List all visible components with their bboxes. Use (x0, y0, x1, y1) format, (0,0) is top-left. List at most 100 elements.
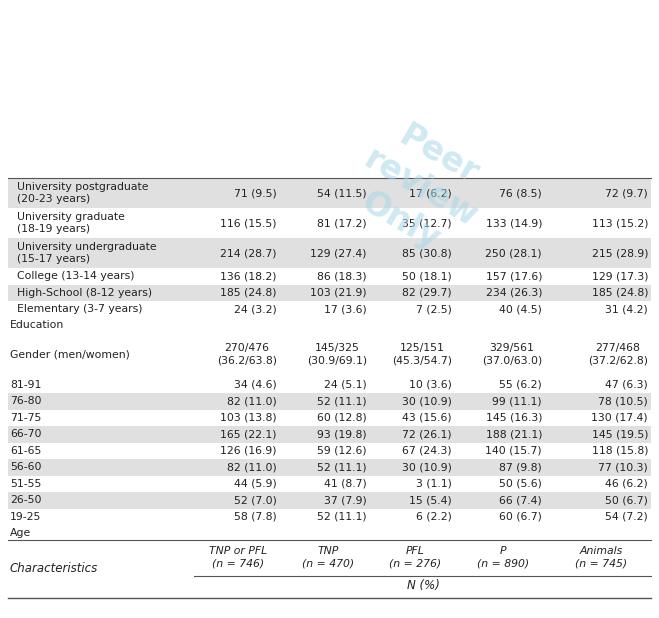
Text: 145 (16.3): 145 (16.3) (486, 413, 542, 423)
Bar (8, 376, 651, 393)
Text: 19-25: 19-25 (10, 512, 42, 522)
Text: 77 (10.3): 77 (10.3) (598, 462, 648, 472)
Text: 215 (28.9): 215 (28.9) (592, 248, 648, 258)
Text: 81-91: 81-91 (10, 379, 42, 390)
Text: 118 (15.8): 118 (15.8) (592, 446, 648, 455)
Text: 165 (22.1): 165 (22.1) (221, 430, 277, 439)
Text: 17 (6.2): 17 (6.2) (409, 188, 452, 198)
Text: Education: Education (10, 320, 64, 330)
Bar (8, 284, 651, 301)
Text: 15 (5.4): 15 (5.4) (409, 495, 452, 506)
Text: TNP
(n = 470): TNP (n = 470) (302, 546, 354, 569)
Text: 93 (19.8): 93 (19.8) (318, 430, 367, 439)
Text: 157 (17.6): 157 (17.6) (486, 271, 542, 281)
Text: P
(n = 890): P (n = 890) (477, 546, 529, 569)
Bar (8, 525, 651, 540)
Text: 136 (18.2): 136 (18.2) (221, 271, 277, 281)
Text: 50 (6.7): 50 (6.7) (605, 495, 648, 506)
Text: 72 (9.7): 72 (9.7) (605, 188, 648, 198)
Text: Characteristics: Characteristics (10, 562, 98, 575)
Text: 52 (7.0): 52 (7.0) (234, 495, 277, 506)
Text: 44 (5.9): 44 (5.9) (234, 479, 277, 489)
Bar (8, 208, 651, 238)
Text: 60 (6.7): 60 (6.7) (499, 512, 542, 522)
Text: 270/476
(36.2/63.8): 270/476 (36.2/63.8) (217, 344, 277, 366)
Bar (8, 178, 651, 208)
Text: 41 (8.7): 41 (8.7) (324, 479, 367, 489)
Text: University postgraduate
  (20-23 years): University postgraduate (20-23 years) (10, 182, 148, 204)
Text: 26-50: 26-50 (10, 495, 42, 506)
Text: 40 (4.5): 40 (4.5) (499, 304, 542, 314)
Text: 185 (24.8): 185 (24.8) (221, 288, 277, 298)
Text: 61-65: 61-65 (10, 446, 42, 455)
Text: 140 (15.7): 140 (15.7) (486, 446, 542, 455)
Text: TNP or PFL
(n = 746): TNP or PFL (n = 746) (209, 546, 267, 569)
Text: 51-55: 51-55 (10, 479, 42, 489)
Text: 185 (24.8): 185 (24.8) (592, 288, 648, 298)
Text: 214 (28.7): 214 (28.7) (221, 248, 277, 258)
Bar (8, 393, 651, 410)
Text: 54 (11.5): 54 (11.5) (318, 188, 367, 198)
Text: 56-60: 56-60 (10, 462, 42, 472)
Text: PFL
(n = 276): PFL (n = 276) (389, 546, 442, 569)
Text: 71-75: 71-75 (10, 413, 42, 423)
Bar (8, 410, 651, 426)
Text: 30 (10.9): 30 (10.9) (402, 462, 452, 472)
Text: 125/151
(45.3/54.7): 125/151 (45.3/54.7) (392, 344, 452, 366)
Text: 277/468
(37.2/62.8): 277/468 (37.2/62.8) (588, 344, 648, 366)
Text: 60 (12.8): 60 (12.8) (317, 413, 367, 423)
Text: College (13-14 years): College (13-14 years) (10, 271, 134, 281)
Text: 81 (17.2): 81 (17.2) (318, 218, 367, 228)
Text: 78 (10.5): 78 (10.5) (598, 396, 648, 406)
Text: 24 (3.2): 24 (3.2) (234, 304, 277, 314)
Text: Peer
review
Only: Peer review Only (338, 109, 501, 267)
Text: 99 (11.1): 99 (11.1) (492, 396, 542, 406)
Bar (8, 426, 651, 442)
Text: 234 (26.3): 234 (26.3) (486, 288, 542, 298)
Text: Age: Age (10, 528, 31, 538)
Text: 52 (11.1): 52 (11.1) (318, 396, 367, 406)
Text: 72 (26.1): 72 (26.1) (403, 430, 452, 439)
Text: 10 (3.6): 10 (3.6) (409, 379, 452, 390)
Text: 130 (17.4): 130 (17.4) (591, 413, 648, 423)
Text: 52 (11.1): 52 (11.1) (318, 462, 367, 472)
Text: 50 (5.6): 50 (5.6) (499, 479, 542, 489)
Text: 71 (9.5): 71 (9.5) (234, 188, 277, 198)
Text: 250 (28.1): 250 (28.1) (486, 248, 542, 258)
Bar (8, 442, 651, 459)
Text: 34 (4.6): 34 (4.6) (234, 379, 277, 390)
Text: 37 (7.9): 37 (7.9) (324, 495, 367, 506)
Text: 55 (6.2): 55 (6.2) (500, 379, 542, 390)
Text: 43 (15.6): 43 (15.6) (403, 413, 452, 423)
Text: Gender (men/women): Gender (men/women) (10, 350, 130, 360)
Text: 52 (11.1): 52 (11.1) (318, 512, 367, 522)
Text: 188 (21.1): 188 (21.1) (486, 430, 542, 439)
Text: 145 (19.5): 145 (19.5) (592, 430, 648, 439)
Text: 59 (12.6): 59 (12.6) (318, 446, 367, 455)
Text: 58 (7.8): 58 (7.8) (234, 512, 277, 522)
Text: 7 (2.5): 7 (2.5) (416, 304, 452, 314)
Text: N (%): N (%) (407, 580, 440, 593)
Bar (8, 509, 651, 525)
Text: 82 (11.0): 82 (11.0) (227, 462, 277, 472)
Text: 66-70: 66-70 (10, 430, 42, 439)
Text: 82 (29.7): 82 (29.7) (403, 288, 452, 298)
Text: 103 (13.8): 103 (13.8) (220, 413, 277, 423)
Text: 329/561
(37.0/63.0): 329/561 (37.0/63.0) (482, 344, 542, 366)
Bar (8, 318, 651, 332)
Text: 85 (30.8): 85 (30.8) (402, 248, 452, 258)
Text: High-School (8-12 years): High-School (8-12 years) (10, 288, 152, 298)
Text: 31 (4.2): 31 (4.2) (605, 304, 648, 314)
Text: 30 (10.9): 30 (10.9) (402, 396, 452, 406)
Text: 35 (12.7): 35 (12.7) (403, 218, 452, 228)
Text: University undergraduate
  (15-17 years): University undergraduate (15-17 years) (10, 242, 157, 265)
Text: 17 (3.6): 17 (3.6) (324, 304, 367, 314)
Bar (8, 301, 651, 318)
Text: 116 (15.5): 116 (15.5) (221, 218, 277, 228)
Text: 76-80: 76-80 (10, 396, 42, 406)
Text: 129 (27.4): 129 (27.4) (310, 248, 367, 258)
Text: 113 (15.2): 113 (15.2) (592, 218, 648, 228)
Text: 66 (7.4): 66 (7.4) (500, 495, 542, 506)
Bar (8, 238, 651, 268)
Text: 103 (21.9): 103 (21.9) (310, 288, 367, 298)
